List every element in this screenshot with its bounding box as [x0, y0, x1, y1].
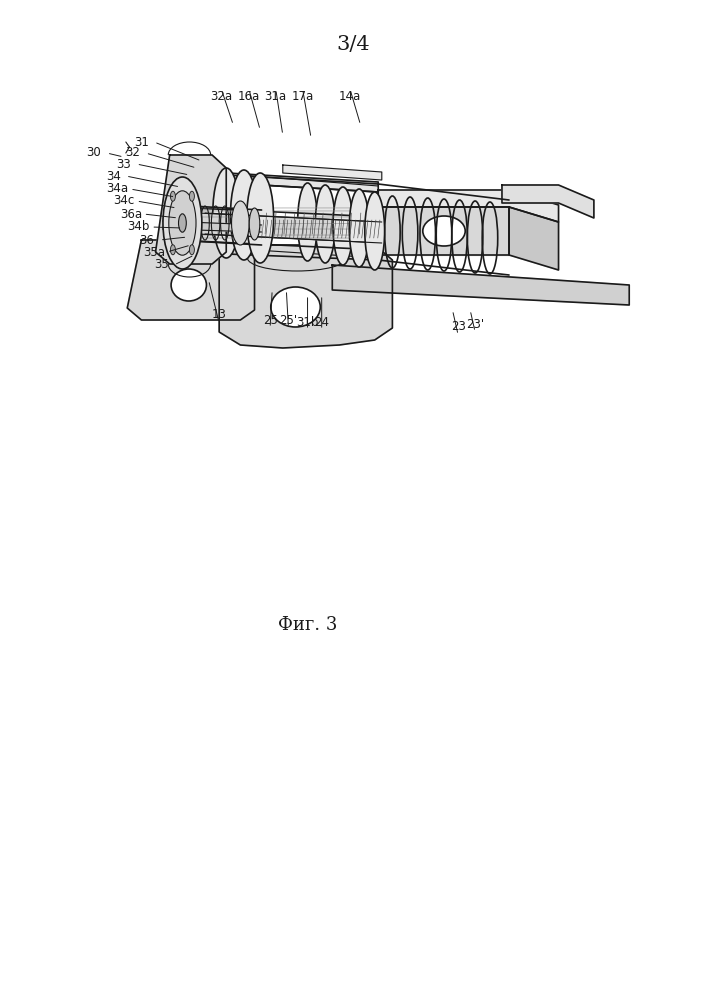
Polygon shape: [177, 170, 378, 192]
Ellipse shape: [315, 185, 335, 263]
Text: 35: 35: [154, 258, 168, 271]
Ellipse shape: [195, 165, 222, 255]
Ellipse shape: [249, 208, 259, 240]
Text: 33: 33: [117, 157, 131, 170]
Ellipse shape: [271, 287, 320, 327]
Text: 23': 23': [466, 318, 484, 330]
Text: 36a: 36a: [119, 208, 142, 221]
Text: 25': 25': [279, 314, 298, 326]
Ellipse shape: [189, 245, 194, 255]
Polygon shape: [127, 240, 255, 320]
Ellipse shape: [333, 187, 353, 265]
Polygon shape: [219, 245, 392, 348]
Ellipse shape: [189, 191, 194, 201]
Text: 34b: 34b: [127, 221, 150, 233]
Text: 31: 31: [134, 135, 149, 148]
Ellipse shape: [170, 245, 175, 255]
Polygon shape: [502, 185, 594, 218]
Text: 30: 30: [87, 146, 101, 159]
Ellipse shape: [423, 216, 465, 246]
Text: 31b: 31b: [296, 316, 319, 328]
Ellipse shape: [169, 191, 196, 255]
Polygon shape: [378, 207, 509, 255]
Text: 34: 34: [105, 169, 121, 182]
Ellipse shape: [213, 168, 240, 258]
Text: 13: 13: [211, 308, 227, 322]
Ellipse shape: [171, 269, 206, 301]
Text: 32: 32: [125, 146, 141, 159]
Ellipse shape: [349, 189, 369, 267]
Text: 17a: 17a: [291, 91, 314, 104]
Polygon shape: [378, 190, 559, 222]
Text: 35a: 35a: [143, 245, 165, 258]
Text: 25: 25: [262, 314, 278, 326]
Polygon shape: [71, 100, 636, 620]
Polygon shape: [332, 265, 629, 305]
Ellipse shape: [230, 170, 257, 260]
Text: 31a: 31a: [264, 91, 287, 104]
Ellipse shape: [231, 201, 249, 245]
Ellipse shape: [365, 192, 385, 270]
Ellipse shape: [163, 177, 202, 269]
Ellipse shape: [247, 173, 274, 263]
Ellipse shape: [178, 214, 186, 232]
Text: 16a: 16a: [238, 91, 260, 104]
Polygon shape: [509, 207, 559, 270]
Text: 36: 36: [139, 233, 155, 246]
Text: 34a: 34a: [106, 182, 129, 196]
Text: 14a: 14a: [339, 91, 361, 104]
Polygon shape: [156, 155, 226, 264]
Text: 34c: 34c: [113, 194, 134, 208]
Polygon shape: [205, 213, 382, 243]
Text: 24: 24: [314, 316, 329, 328]
Text: 23: 23: [450, 320, 466, 334]
Ellipse shape: [298, 183, 317, 261]
Text: Фиг. 3: Фиг. 3: [278, 616, 337, 634]
Text: 3/4: 3/4: [337, 35, 370, 54]
Text: 32a: 32a: [210, 91, 233, 104]
Polygon shape: [283, 165, 382, 180]
Ellipse shape: [170, 191, 175, 201]
Polygon shape: [163, 221, 262, 232]
